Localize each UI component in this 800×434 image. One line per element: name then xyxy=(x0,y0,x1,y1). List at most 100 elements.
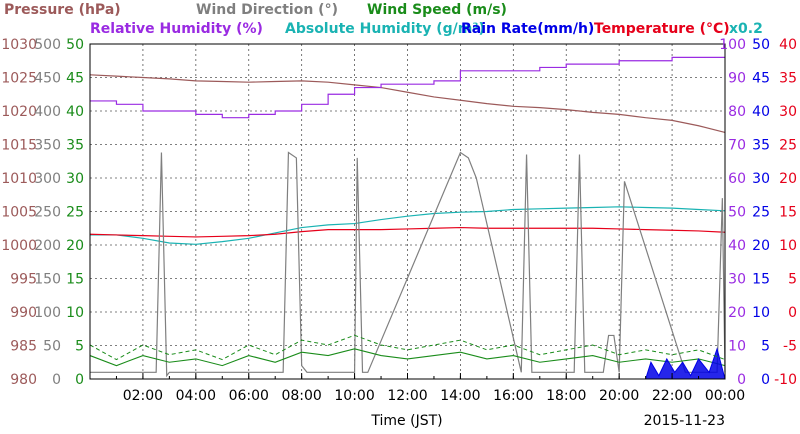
temperature-tick-label: 40 xyxy=(779,37,797,53)
wind-speed-tick-label: 0 xyxy=(75,372,84,388)
temperature-tick-label: 20 xyxy=(779,171,797,187)
relative-humidity-tick-label: 70 xyxy=(728,138,746,154)
temperature-tick-label: -10 xyxy=(774,372,797,388)
rain-rate-tick-label: 40 xyxy=(752,104,770,120)
x-tick-label: 22:00 xyxy=(652,388,692,404)
pressure-tick-label: 990 xyxy=(10,305,37,321)
wind-speed-tick-label: 35 xyxy=(66,138,84,154)
wind-direction-tick-label: 0 xyxy=(52,372,61,388)
wind-speed-tick-label: 25 xyxy=(66,205,84,221)
x-tick-label: 16:00 xyxy=(493,388,533,404)
temperature-tick-label: 0 xyxy=(788,305,797,321)
series-rain-rate xyxy=(90,347,726,380)
wind-direction-tick-label: 250 xyxy=(34,205,61,221)
relative-humidity-tick-label: 100 xyxy=(719,37,746,53)
x-tick-label: 14:00 xyxy=(440,388,480,404)
temperature-tick-label: 10 xyxy=(779,238,797,254)
wind-direction-tick-label: 350 xyxy=(34,138,61,154)
series-pressure xyxy=(89,74,726,134)
relative-humidity-tick-label: 0 xyxy=(737,372,746,388)
x-tick-label: 06:00 xyxy=(229,388,269,404)
rain-rate-tick-label: 5 xyxy=(761,339,770,355)
relative-humidity-tick-label: 20 xyxy=(728,305,746,321)
temperature-tick-label: 30 xyxy=(779,104,797,120)
relative-humidity-tick-label: 10 xyxy=(728,339,746,355)
pressure-tick-label: 980 xyxy=(10,372,37,388)
pressure-tick-label: 1000 xyxy=(1,238,37,254)
wind-direction-tick-label: 100 xyxy=(34,305,61,321)
x-axis-label: Time (JST) xyxy=(370,413,442,429)
legend-temperature: Temperature (°C) xyxy=(594,21,730,37)
wind-speed-tick-label: 10 xyxy=(66,305,84,321)
series-absolute-humidity xyxy=(90,206,726,245)
wind-speed-tick-label: 30 xyxy=(66,171,84,187)
rain-rate-tick-label: 20 xyxy=(752,238,770,254)
temperature-tick-label: 25 xyxy=(779,138,797,154)
temperature-tick-label: 15 xyxy=(779,205,797,221)
series-wind-speed xyxy=(89,348,726,367)
rain-rate-tick-label: 45 xyxy=(752,71,770,87)
wind-direction-tick-label: 50 xyxy=(43,339,61,355)
rain-rate-tick-label: 30 xyxy=(752,171,770,187)
wind-direction-tick-label: 200 xyxy=(34,238,61,254)
grid xyxy=(90,44,726,379)
x-axis: 02:00 04:00 06:00 08:00 10:00 12:00 14:00 16:00… xyxy=(89,373,745,404)
pressure-tick-label: 1025 xyxy=(1,71,37,87)
pressure-tick-label: 985 xyxy=(10,339,37,355)
rain-rate-tick-label: 35 xyxy=(752,138,770,154)
rain-rate-tick-label: 25 xyxy=(752,205,770,221)
series-relative-humidity xyxy=(90,56,725,119)
wind-speed-tick-label: 15 xyxy=(66,272,84,288)
wind-speed-tick-label: 20 xyxy=(66,238,84,254)
x-tick-label: 20:00 xyxy=(599,388,639,404)
legend-wind-speed: Wind Speed (m/s) xyxy=(367,2,507,18)
relative-humidity-tick-label: 50 xyxy=(728,205,746,221)
rain-rate-tick-label: 10 xyxy=(752,305,770,321)
wind-speed-tick-label: 40 xyxy=(66,104,84,120)
series-wind-direction xyxy=(90,151,726,378)
series-layer xyxy=(89,56,726,380)
series-wind-speed-gust xyxy=(89,334,726,361)
x-tick-label: 04:00 xyxy=(176,388,216,404)
temperature-tick-label: 35 xyxy=(779,71,797,87)
temperature-tick-label: -5 xyxy=(783,339,797,355)
wind-direction-tick-label: 150 xyxy=(34,272,61,288)
wind-direction-tick-label: 300 xyxy=(34,171,61,187)
x-tick-label: 00:00 xyxy=(705,388,745,404)
series-temperature xyxy=(89,226,726,238)
legend-rain-rate: Rain Rate(mm/h) xyxy=(461,21,594,37)
pressure-tick-label: 1010 xyxy=(1,171,37,187)
wind-direction-tick-label: 400 xyxy=(34,104,61,120)
x-tick-label: 18:00 xyxy=(546,388,586,404)
legend-pressure: Pressure (hPa) xyxy=(4,2,121,18)
x-tick-label: 10:00 xyxy=(334,388,374,404)
wind-speed-tick-label: 5 xyxy=(75,339,84,355)
rain-rate-tick-label: 0 xyxy=(761,372,770,388)
relative-humidity-tick-label: 30 xyxy=(728,272,746,288)
relative-humidity-tick-label: 40 xyxy=(728,238,746,254)
x-tick-label: 12:00 xyxy=(387,388,427,404)
x-tick-label: 08:00 xyxy=(281,388,321,404)
pressure-tick-label: 1020 xyxy=(1,104,37,120)
relative-humidity-tick-label: 90 xyxy=(728,71,746,87)
y-axes: 1030102510201015101010051000995990985980… xyxy=(1,37,797,388)
wind-direction-tick-label: 500 xyxy=(34,37,61,53)
pressure-tick-label: 1005 xyxy=(1,205,37,221)
wind-direction-tick-label: 450 xyxy=(34,71,61,87)
relative-humidity-tick-label: 60 xyxy=(728,171,746,187)
temperature-tick-label: 5 xyxy=(788,272,797,288)
legend-absolute-humidity-scale: x0.2 xyxy=(729,21,763,37)
wind-speed-tick-label: 50 xyxy=(66,37,84,53)
pressure-tick-label: 995 xyxy=(10,272,37,288)
date-label: 2015-11-23 xyxy=(644,413,725,429)
x-tick-label: 02:00 xyxy=(123,388,163,404)
rain-rate-tick-label: 50 xyxy=(752,37,770,53)
legend-relative-humidity: Relative Humidity (%) xyxy=(90,21,263,37)
rain-rate-tick-label: 15 xyxy=(752,272,770,288)
legend-absolute-humidity: Absolute Humidity (g/m³) xyxy=(285,21,485,37)
wind-speed-tick-label: 45 xyxy=(66,71,84,87)
relative-humidity-tick-label: 80 xyxy=(728,104,746,120)
pressure-tick-label: 1030 xyxy=(1,37,37,53)
legend-wind-direction: Wind Direction (°) xyxy=(196,2,338,18)
